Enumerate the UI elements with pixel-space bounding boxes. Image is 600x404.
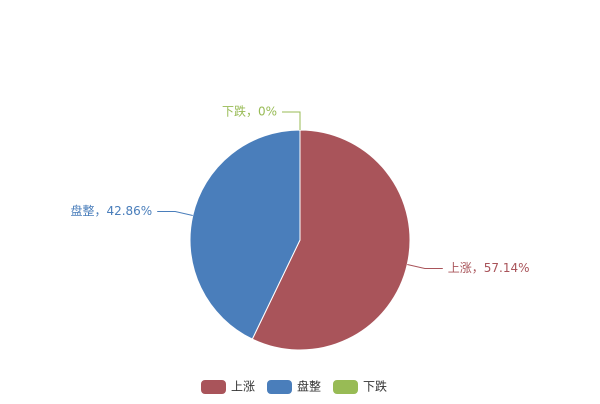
slice-label: 下跌，0% xyxy=(222,104,277,119)
label-line xyxy=(407,263,443,269)
legend-label[interactable]: 下跌 xyxy=(363,379,387,394)
legend-label[interactable]: 上涨 xyxy=(231,379,255,394)
legend-label[interactable]: 盘整 xyxy=(297,379,321,394)
label-line xyxy=(157,211,193,217)
pie-slice xyxy=(189,129,301,340)
legend-swatch[interactable] xyxy=(333,380,358,394)
legend-swatch[interactable] xyxy=(201,380,226,394)
label-line xyxy=(282,111,301,130)
legend-swatch[interactable] xyxy=(267,380,292,394)
slice-label: 上涨，57.14% xyxy=(448,260,530,275)
slice-label: 盘整，42.86% xyxy=(70,203,152,218)
